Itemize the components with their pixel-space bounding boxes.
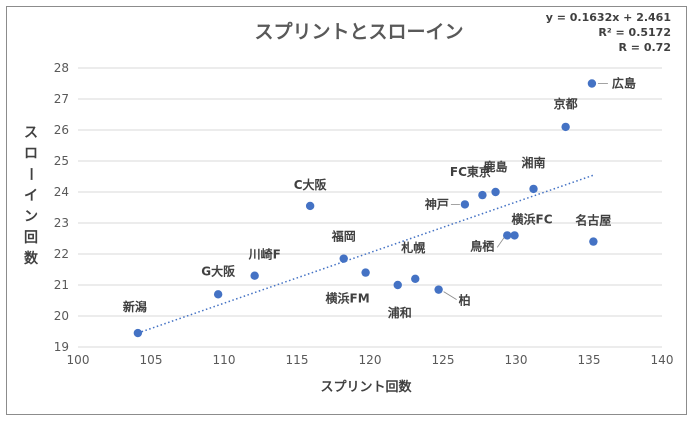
data-point — [478, 190, 487, 200]
point-label: 神戸 — [425, 196, 449, 211]
data-point — [491, 187, 500, 197]
point-label: 札幌 — [400, 240, 425, 255]
point-label: 広島 — [612, 76, 636, 91]
data-point — [510, 231, 519, 240]
y-axis-title-char: 回 — [24, 230, 38, 246]
chart-title: スプリントとスローイン — [254, 20, 463, 43]
point-label: 新潟 — [123, 299, 147, 314]
y-tick-label: 20 — [54, 309, 69, 323]
y-tick-label: 21 — [54, 278, 69, 292]
point-label: 浦和 — [388, 305, 412, 320]
x-tick-label: 115 — [286, 353, 309, 367]
chart-frame: 新潟 G大阪 川崎F C大阪福岡横浜FM 浦和 札幌柏 神戸 FC東京 鹿島鳥栖 横浜FC 湘南 京都… — [6, 6, 687, 415]
data-point — [411, 274, 420, 283]
trendline — [137, 174, 594, 334]
x-tick-label: 110 — [213, 353, 236, 367]
y-axis-title-char: ス — [24, 125, 38, 141]
point-label: 横浜FC — [512, 211, 553, 226]
gridlines — [78, 67, 662, 348]
r-squared: R² = 0.5172 — [598, 26, 671, 39]
x-tick-label: 120 — [359, 353, 382, 367]
data-point — [561, 122, 570, 132]
y-axis-title-char: ン — [24, 209, 38, 225]
data-point — [361, 268, 370, 277]
data-point — [305, 201, 315, 211]
data-point — [133, 328, 143, 338]
point-label: 鳥栖 — [470, 238, 494, 253]
x-tick-label: 135 — [578, 353, 601, 367]
r-value: R = 0.72 — [619, 41, 672, 54]
x-tick-label: 130 — [505, 353, 528, 367]
data-point — [393, 280, 402, 290]
y-tick-label: 22 — [54, 247, 69, 261]
point-label: 名古屋 — [575, 213, 611, 228]
data-point — [503, 231, 512, 240]
y-axis-title-char: ロ — [24, 146, 38, 162]
regression-annotation: y = 0.1632x + 2.461 R² = 0.5172 R = 0.72 — [546, 11, 671, 54]
y-tick-label: 23 — [54, 216, 69, 230]
data-point — [250, 271, 259, 280]
data-point — [434, 285, 443, 294]
data-point — [460, 200, 470, 209]
regression-equation: y = 0.1632x + 2.461 — [546, 11, 671, 24]
x-tick-label: 125 — [432, 353, 455, 367]
y-tick-label: 24 — [54, 185, 69, 199]
y-axis-title-char: ー — [22, 167, 38, 181]
leader-line — [443, 291, 457, 300]
point-label: 京都 — [554, 96, 578, 111]
point-label: 湘南 — [522, 155, 546, 170]
tick-labels: 19 20 21 22 23 24 25 26 27 28 100 105 110 115 120 125 13… — [54, 61, 674, 367]
x-axis-title: スプリント回数 — [320, 379, 412, 395]
point-label: 川崎F — [248, 247, 281, 262]
point-label: FC東京 — [450, 164, 491, 179]
leader-lines — [443, 83, 608, 300]
data-point — [587, 79, 597, 88]
y-tick-label: 19 — [54, 340, 69, 354]
point-label: C大阪 — [294, 177, 328, 192]
data-points — [133, 79, 598, 338]
point-label: 柏 — [459, 293, 471, 308]
leader-line — [496, 237, 505, 248]
point-label: 鹿島 — [484, 159, 508, 174]
y-axis-title-char: 数 — [24, 250, 39, 267]
y-tick-label: 25 — [54, 154, 69, 168]
y-tick-label: 27 — [54, 92, 69, 106]
data-point — [339, 254, 348, 263]
point-label: 横浜FM — [326, 291, 370, 306]
y-tick-label: 26 — [54, 123, 69, 137]
x-tick-label: 105 — [140, 353, 163, 367]
point-label: 福岡 — [331, 229, 356, 244]
y-tick-label: 28 — [54, 61, 69, 75]
data-point — [213, 290, 223, 299]
trendline-layer — [137, 174, 594, 334]
data-point — [529, 184, 538, 194]
y-axis-title-char: イ — [24, 188, 38, 204]
data-point — [589, 237, 598, 246]
point-label: G大阪 — [201, 263, 236, 278]
x-tick-label: 140 — [651, 353, 674, 367]
x-tick-label: 100 — [67, 353, 90, 367]
